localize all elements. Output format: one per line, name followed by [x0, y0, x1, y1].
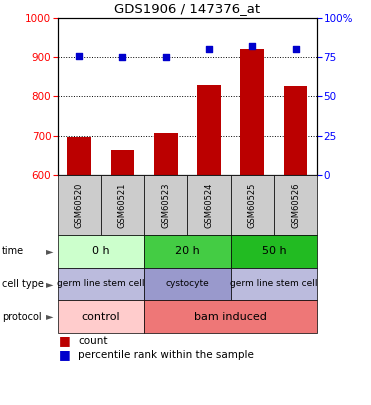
Point	[76, 52, 82, 59]
Text: time: time	[2, 247, 24, 256]
Text: germ line stem cell: germ line stem cell	[230, 279, 318, 288]
Bar	[284, 86, 308, 405]
Text: bam induced: bam induced	[194, 311, 267, 322]
Text: protocol: protocol	[2, 311, 42, 322]
Point	[163, 54, 169, 60]
Text: percentile rank within the sample: percentile rank within the sample	[78, 350, 254, 360]
Bar	[197, 85, 221, 405]
Bar	[154, 132, 178, 405]
Text: cell type: cell type	[2, 279, 44, 289]
Text: GSM60521: GSM60521	[118, 182, 127, 228]
Text: ■: ■	[59, 348, 71, 362]
Point	[206, 46, 212, 53]
Bar	[240, 49, 264, 405]
Text: GSM60525: GSM60525	[248, 182, 257, 228]
Text: GSM60523: GSM60523	[161, 182, 170, 228]
Point	[293, 46, 299, 53]
Bar	[111, 150, 134, 405]
Text: GSM60526: GSM60526	[291, 182, 300, 228]
Bar	[67, 137, 91, 405]
Text: GSM60524: GSM60524	[204, 182, 213, 228]
Text: germ line stem cell: germ line stem cell	[57, 279, 145, 288]
Text: 20 h: 20 h	[175, 247, 200, 256]
Text: cystocyte: cystocyte	[165, 279, 209, 288]
Text: 0 h: 0 h	[92, 247, 109, 256]
Text: count: count	[78, 336, 108, 346]
Point	[119, 54, 125, 60]
Text: ►: ►	[46, 247, 54, 256]
Text: ►: ►	[46, 311, 54, 322]
Point	[249, 43, 255, 49]
Text: 50 h: 50 h	[262, 247, 286, 256]
Text: ►: ►	[46, 279, 54, 289]
Text: ■: ■	[59, 335, 71, 347]
Text: control: control	[82, 311, 120, 322]
Text: GSM60520: GSM60520	[75, 182, 83, 228]
Title: GDS1906 / 147376_at: GDS1906 / 147376_at	[114, 2, 260, 15]
